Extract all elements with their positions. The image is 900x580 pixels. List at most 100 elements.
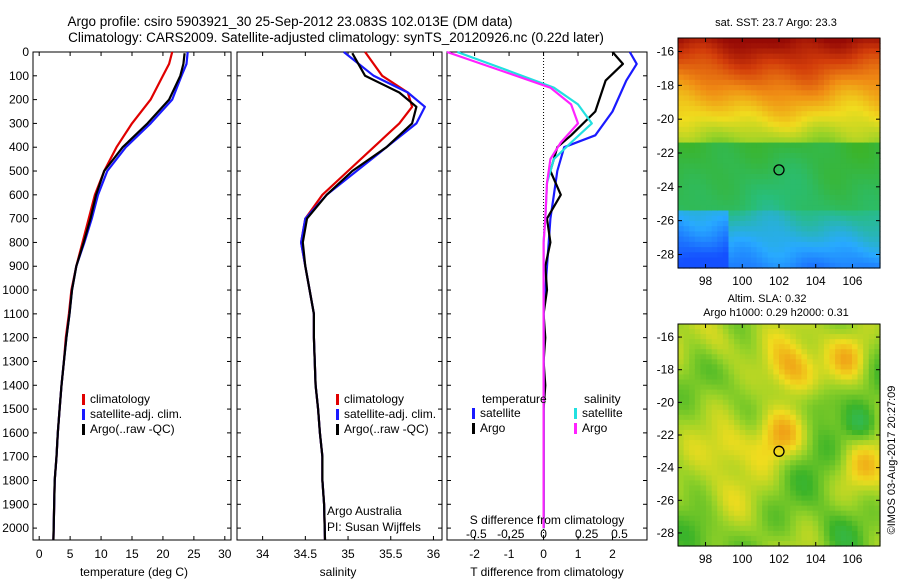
sla-cell [717, 399, 724, 406]
sst-cell [863, 58, 870, 65]
difference-stick-label: 0 [540, 527, 547, 541]
sla-cell [700, 485, 707, 492]
sla-cell [812, 535, 819, 542]
sla-cell [812, 369, 819, 376]
sst-cell [795, 100, 803, 107]
sla-cell [745, 515, 752, 522]
sst-cell [857, 226, 864, 233]
sla-cell [734, 520, 741, 527]
sla-cell [739, 525, 746, 532]
sla-cell [683, 525, 690, 532]
sla-cell [801, 460, 808, 466]
sla-cell [835, 344, 842, 350]
sst-cell [717, 231, 724, 238]
sst-cell [851, 236, 859, 243]
sla-cell [857, 530, 864, 537]
sla-cell [818, 354, 825, 360]
sst-cell [857, 153, 864, 159]
sla-cell [846, 455, 853, 461]
sla-cell [728, 525, 735, 532]
temperature-xtick-label: 0 [36, 547, 43, 561]
sla-cell [835, 349, 842, 355]
sst-cell [750, 100, 758, 107]
sla-cell [863, 500, 870, 507]
sla-cell [767, 394, 774, 401]
sla-cell [700, 460, 707, 466]
sst-cell [689, 252, 696, 259]
sla-cell [823, 485, 831, 492]
sst-cell [779, 153, 786, 159]
sst-cell [767, 53, 774, 60]
sst-cell [863, 121, 870, 128]
sla-cell [734, 394, 741, 401]
sla-cell [846, 399, 853, 406]
sla-cell [846, 379, 853, 386]
sst-cell [678, 163, 685, 170]
sla-cell [745, 374, 752, 381]
sst-cell [857, 215, 864, 222]
sst-cell [678, 252, 685, 259]
sst-cell [818, 38, 825, 44]
sla-cell [868, 435, 875, 441]
sst-cell [801, 163, 808, 170]
sst-cell [734, 43, 741, 50]
sla-cell [700, 440, 707, 446]
sla-cell [874, 525, 881, 532]
sla-cell [874, 435, 881, 441]
sla-cell [846, 500, 853, 507]
sla-cell [818, 500, 825, 507]
sla-cell [750, 424, 758, 431]
sla-cell [790, 510, 797, 517]
sla-cell [857, 384, 864, 391]
sla-cell [694, 530, 702, 537]
sla-cell [706, 525, 713, 532]
sla-cell [762, 505, 769, 512]
sst-cell [756, 58, 763, 65]
sst-cell [840, 105, 847, 112]
sst-cell [717, 257, 724, 264]
sst-cell [835, 100, 842, 107]
sst-cell [767, 116, 774, 123]
sst-cell [829, 79, 836, 86]
sla-cell [795, 435, 803, 441]
sla-cell [689, 339, 696, 345]
sla-cell [694, 465, 702, 471]
sla-cell [756, 540, 763, 547]
sst-cell [706, 210, 713, 217]
sla-cell [739, 359, 746, 365]
sla-cell [784, 369, 791, 376]
sst-cell [739, 53, 746, 60]
sst-cell [767, 100, 774, 107]
sst-cell [863, 189, 870, 196]
sla-cell [722, 440, 730, 446]
sst-cell [835, 226, 842, 233]
sla-cell [750, 399, 758, 406]
sla-cell [784, 414, 791, 421]
sla-cell [784, 389, 791, 396]
sst-cell [846, 236, 853, 243]
sst-cell [773, 184, 780, 191]
sst-cell [823, 210, 831, 217]
sst-cell [807, 189, 814, 196]
sla-cell [851, 429, 859, 436]
sla-cell [767, 525, 774, 532]
sst-cell [790, 58, 797, 65]
sla-cell [807, 500, 814, 507]
sst-cell [795, 184, 803, 191]
sst-cell [750, 236, 758, 243]
sst-cell [756, 79, 763, 86]
sst-cell [745, 215, 752, 222]
sst-cell [790, 168, 797, 175]
sst-cell [678, 173, 685, 180]
sst-cell [835, 200, 842, 206]
sla-cell [790, 324, 797, 330]
sla-cell [739, 424, 746, 431]
sla-cell [807, 510, 814, 517]
sst-cell [678, 179, 685, 185]
sla-cell [812, 435, 819, 441]
sla-cell [717, 490, 724, 497]
sla-cell [711, 429, 718, 436]
sst-cell [795, 90, 803, 97]
sst-cell [694, 257, 702, 264]
salinity-series-satellite-adj--clim- [300, 51, 426, 541]
